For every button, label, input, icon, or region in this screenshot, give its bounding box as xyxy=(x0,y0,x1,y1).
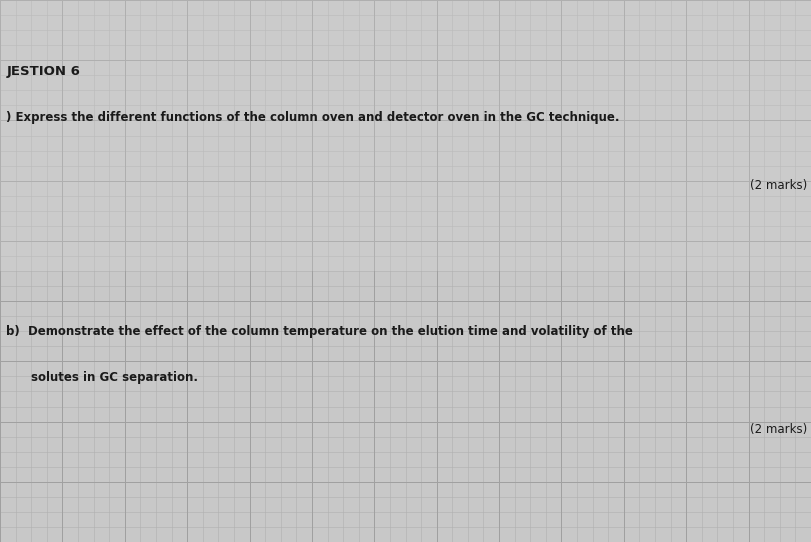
Text: solutes in GC separation.: solutes in GC separation. xyxy=(31,371,198,384)
Text: b)  Demonstrate the effect of the column temperature on the elution time and vol: b) Demonstrate the effect of the column … xyxy=(6,325,633,338)
Text: ) Express the different functions of the column oven and detector oven in the GC: ) Express the different functions of the… xyxy=(6,111,620,124)
Bar xyxy=(0,0,811,271)
Text: (2 marks): (2 marks) xyxy=(749,423,807,436)
Text: (2 marks): (2 marks) xyxy=(749,179,807,192)
Text: JESTION 6: JESTION 6 xyxy=(6,65,80,78)
